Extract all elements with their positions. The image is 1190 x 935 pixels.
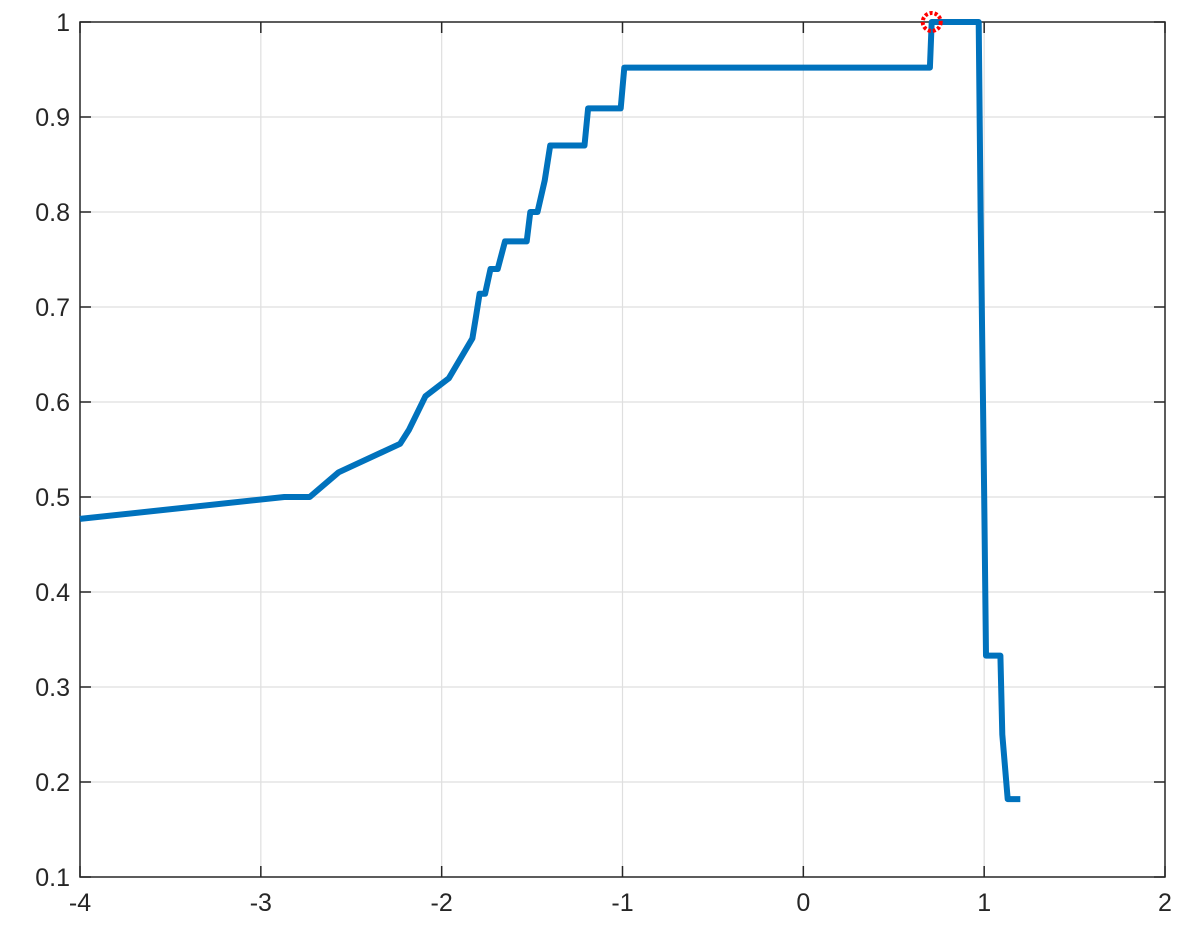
y-tick-label: 0.1 — [35, 864, 70, 892]
x-tick-label: 0 — [796, 889, 810, 917]
y-tick-label: 0.2 — [35, 769, 70, 797]
axes-box — [79, 21, 1166, 878]
y-tick-labels: 0.1 0.2 0.3 0.4 0.5 0.6 0.7 0.8 0.9 1 — [35, 9, 70, 892]
max-point-marker — [920, 11, 943, 33]
x-tick-label: -4 — [69, 889, 91, 917]
y-tick-label: 0.6 — [35, 389, 70, 417]
x-tick-label: -3 — [250, 889, 272, 917]
series-line — [79, 19, 1021, 803]
x-tick-label: -1 — [611, 889, 633, 917]
y-tick-label: 0.4 — [35, 579, 70, 607]
x-tick-labels: -4 -3 -2 -1 0 1 2 — [69, 889, 1172, 917]
y-tick-label: 0.5 — [35, 484, 70, 512]
y-tick-label: 0.3 — [35, 674, 70, 702]
x-tick-label: 1 — [977, 889, 991, 917]
x-tick-label: -2 — [431, 889, 453, 917]
series-group — [79, 19, 1021, 803]
marker-group — [920, 11, 943, 33]
y-tick-label: 0.9 — [35, 104, 70, 132]
x-tick-label: 2 — [1158, 889, 1172, 917]
y-tick-label: 1 — [56, 9, 70, 37]
y-tick-label: 0.7 — [35, 294, 70, 322]
y-tick-label: 0.8 — [35, 199, 70, 227]
